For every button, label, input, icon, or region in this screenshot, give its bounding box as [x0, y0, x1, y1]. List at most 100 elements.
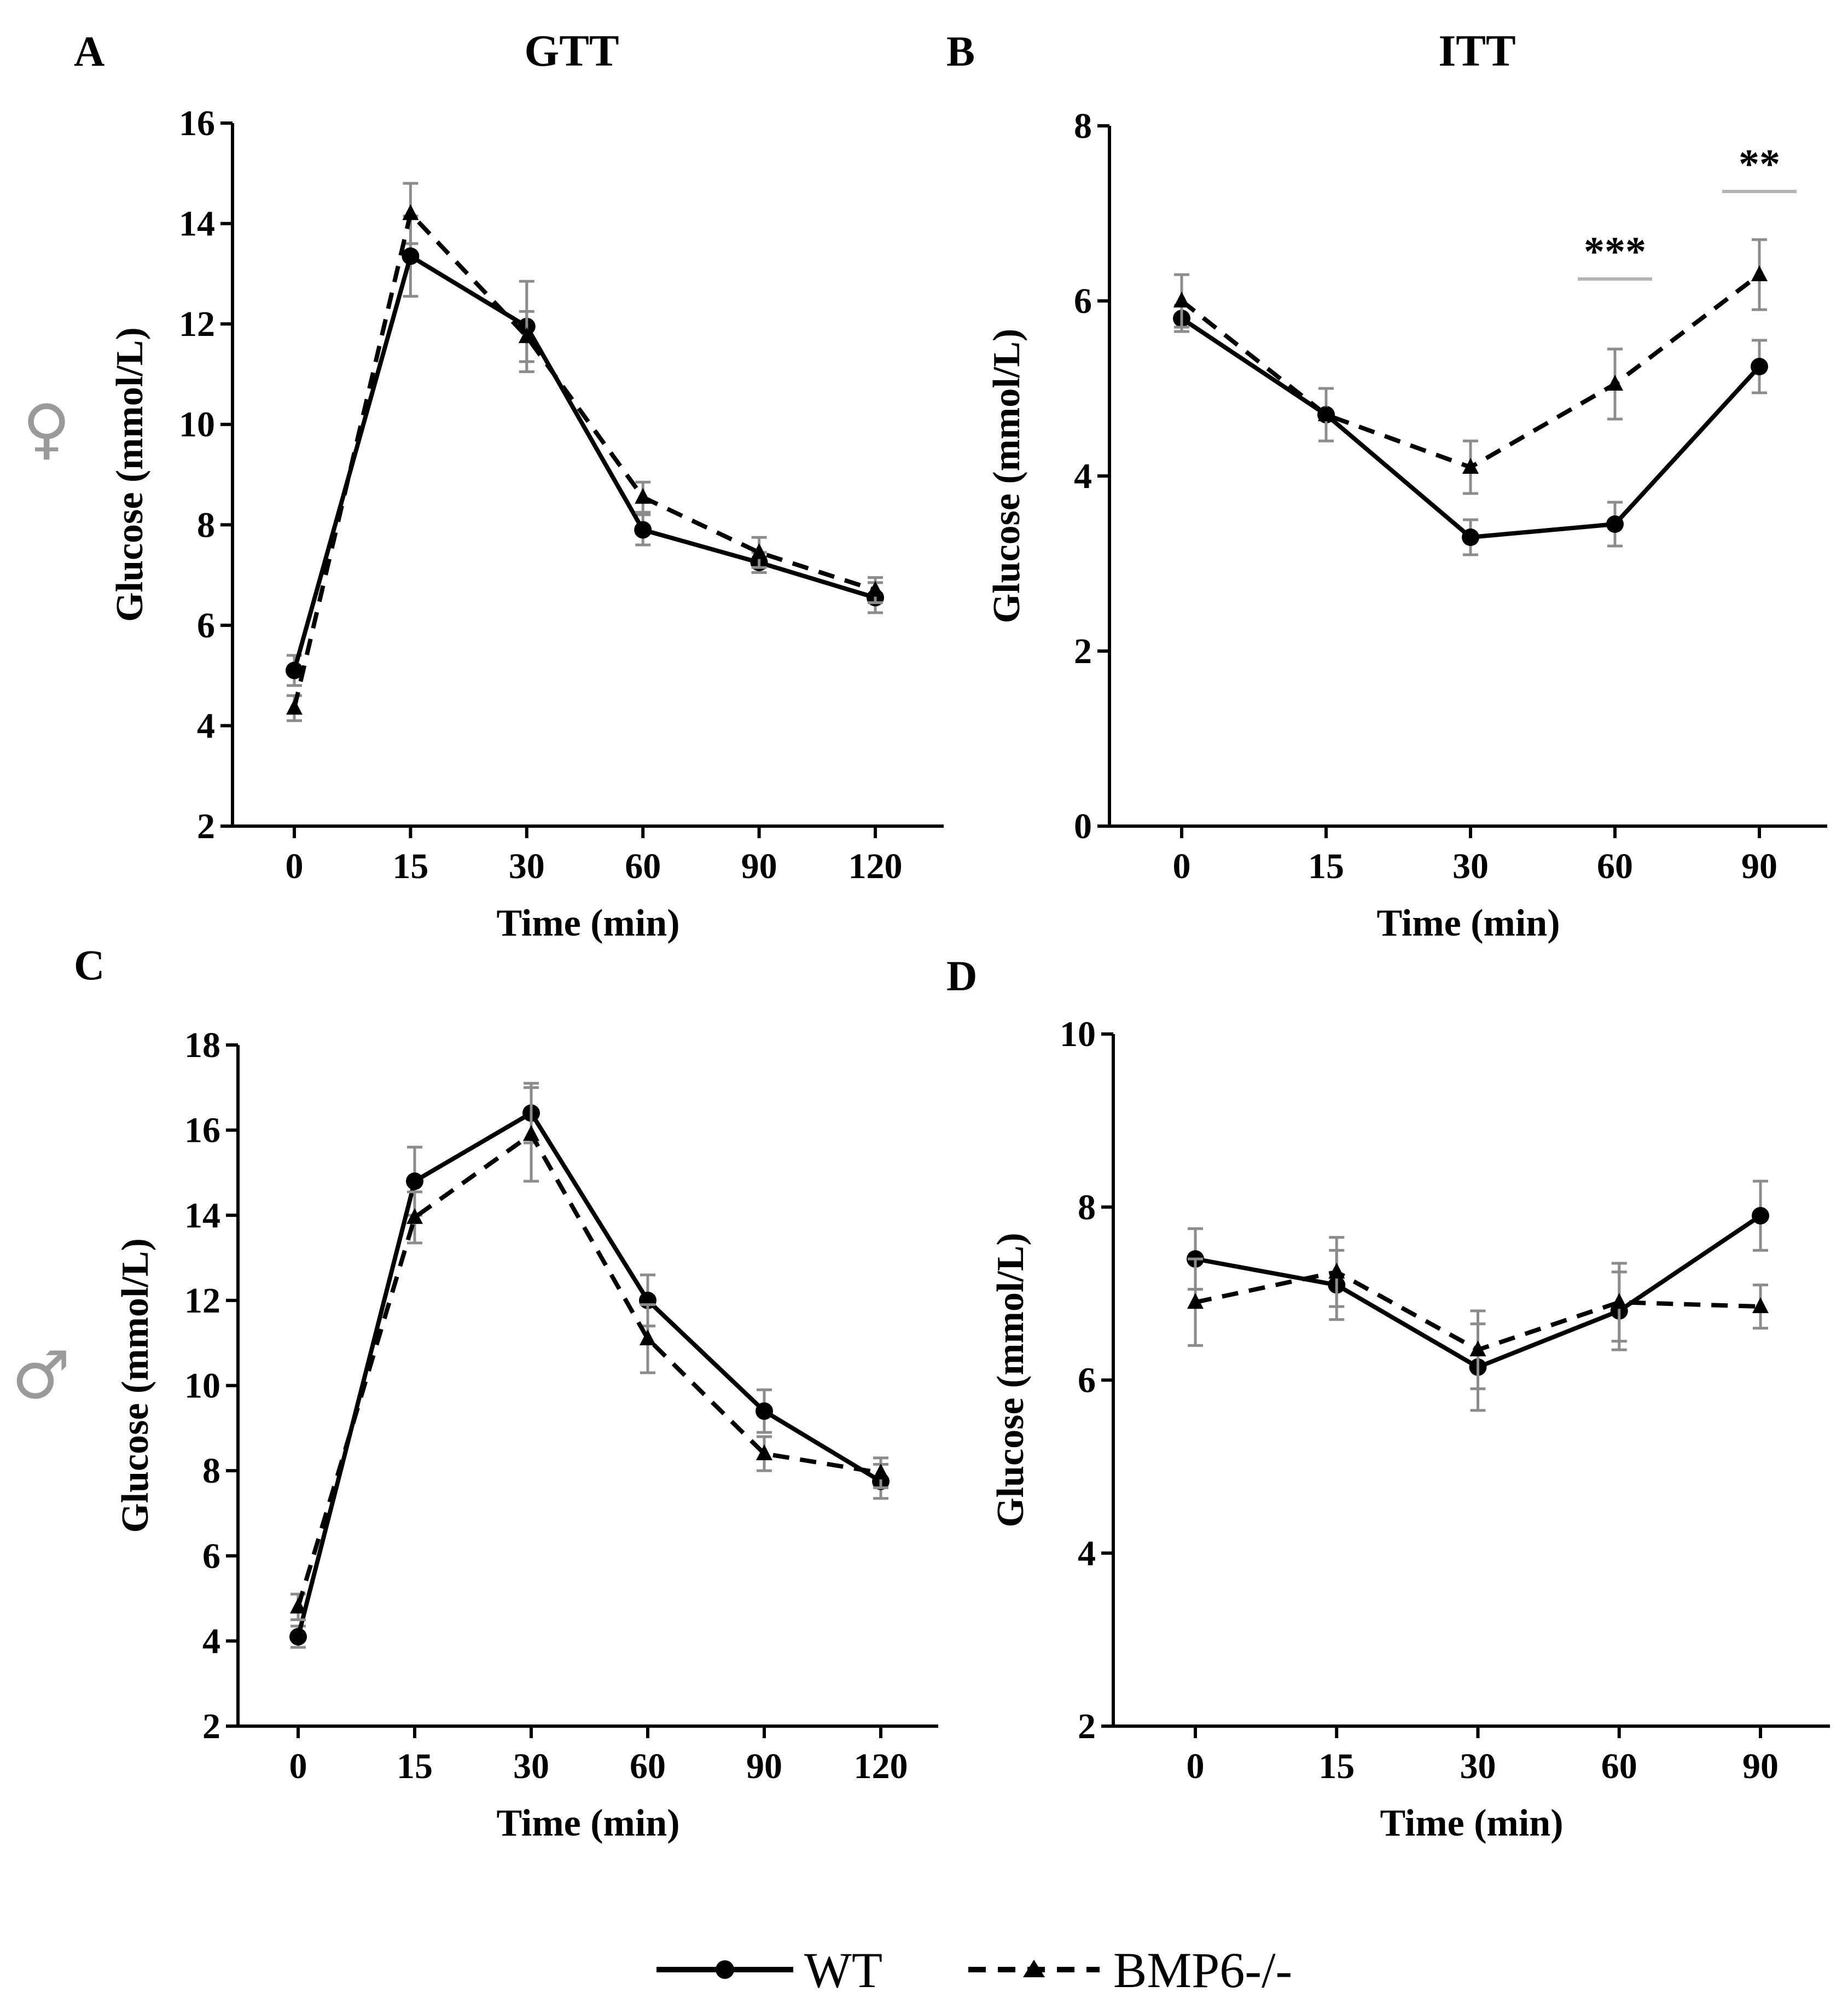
y-axis-title-a: Glucose (mmol/L) [109, 327, 151, 622]
female-symbol: ♀ [22, 391, 71, 467]
x-tick-label-a: 120 [849, 846, 903, 886]
series-wt-c [289, 1082, 890, 1649]
y-axis-title-c: Glucose (mmol/L) [114, 1238, 156, 1533]
series-wt-b [1173, 304, 1768, 556]
series-line-bmp6-c [296, 1131, 881, 1608]
x-tick-label-c: 60 [630, 1746, 666, 1786]
y-tick-label-a: 8 [197, 505, 215, 545]
y-tick-label-d: 4 [1078, 1534, 1096, 1573]
x-tick-label-d: 15 [1318, 1746, 1355, 1786]
x-tick-label-d: 0 [1187, 1746, 1205, 1786]
data-point-bmp6-d [1328, 1262, 1345, 1279]
panel-letter-b: B [946, 27, 975, 75]
data-point-bmp6-a [518, 327, 535, 344]
series-wt-a [286, 214, 884, 687]
x-tick-label-a: 0 [286, 846, 304, 886]
x-tick-label-a: 90 [741, 846, 777, 886]
y-tick-label-d: 6 [1078, 1361, 1096, 1401]
series-bmp6-b [1173, 238, 1768, 495]
y-tick-label-c: 12 [184, 1281, 220, 1321]
series-line-bmp6-b [1180, 272, 1761, 470]
data-point-bmp6-c [873, 1464, 889, 1480]
y-tick-label-b: 2 [1074, 631, 1092, 671]
data-point-wt-b [1606, 515, 1624, 533]
panel-c: C 2 4 6 8 10 12 14 16 18 0 15 30 60 90 120 Time (min) Glu… [74, 941, 938, 1844]
data-point-bmp6-a [635, 487, 652, 504]
y-tick-label-a: 12 [179, 304, 215, 344]
male-symbol: ♂ [11, 1338, 71, 1414]
x-tick-label-c: 120 [854, 1746, 908, 1786]
y-tick-label-d: 10 [1060, 1014, 1096, 1054]
legend-bmp6-label: BMP6-/- [1113, 1942, 1292, 1998]
panel-letter-a: A [74, 27, 104, 75]
data-point-bmp6-a [286, 699, 303, 715]
panel-d: D 2 4 6 8 10 0 15 30 60 90 Time (min) Glucose (mmol/… [946, 952, 1830, 1844]
data-point-bmp6-b [1173, 292, 1190, 307]
y-tick-label-d: 2 [1078, 1706, 1096, 1746]
data-point-wt-a [402, 247, 420, 265]
series-bmp6-a [286, 182, 884, 722]
x-tick-label-a: 15 [392, 846, 428, 886]
y-tick-label-c: 18 [184, 1025, 220, 1065]
data-point-bmp6-d [1752, 1297, 1769, 1314]
y-axis-title-d: Glucose (mmol/L) [990, 1233, 1032, 1528]
x-tick-label-b: 0 [1173, 846, 1191, 886]
significance-label-b: ** [1739, 141, 1780, 187]
y-tick-label-c: 6 [202, 1536, 220, 1576]
y-tick-label-b: 8 [1074, 106, 1092, 146]
series-line-wt-c [296, 1110, 882, 1637]
y-axis-title-b: Glucose (mmol/L) [986, 329, 1028, 624]
x-tick-label-c: 30 [513, 1746, 549, 1786]
data-point-bmp6-d [1611, 1293, 1628, 1309]
y-tick-label-a: 16 [179, 103, 215, 143]
x-tick-label-d: 90 [1742, 1746, 1779, 1786]
data-point-wt-a [634, 521, 652, 539]
data-point-bmp6-c [290, 1598, 306, 1614]
x-tick-label-b: 30 [1452, 846, 1489, 886]
legend: WT BMP6-/- [656, 1942, 1292, 1998]
series-bmp6-d [1187, 1236, 1769, 1390]
data-point-wt-d [1752, 1207, 1769, 1225]
panel-b: B ITT 0 2 4 6 8 0 15 30 60 90 Time (min) Glucose (mmo… [946, 26, 1827, 944]
data-point-bmp6-c [523, 1125, 539, 1141]
data-point-wt-c [406, 1172, 423, 1190]
x-tick-label-d: 60 [1601, 1746, 1637, 1786]
data-point-bmp6-d [1469, 1340, 1486, 1357]
y-tick-label-c: 16 [184, 1111, 220, 1151]
x-tick-label-d: 30 [1460, 1746, 1496, 1786]
panel-title-a: GTT [524, 26, 619, 76]
y-tick-label-c: 14 [184, 1195, 220, 1235]
data-point-wt-b [1462, 529, 1479, 546]
x-axis-title-c: Time (min) [496, 1802, 679, 1844]
x-tick-label-c: 15 [397, 1746, 433, 1786]
x-tick-label-b: 60 [1597, 846, 1633, 886]
y-tick-label-b: 4 [1074, 456, 1092, 496]
x-axis-title-d: Time (min) [1380, 1802, 1563, 1844]
x-tick-label-a: 30 [509, 846, 545, 886]
data-point-bmp6-c [756, 1444, 772, 1460]
x-tick-label-a: 60 [625, 846, 661, 886]
data-point-bmp6-a [402, 204, 419, 220]
x-tick-label-b: 15 [1308, 846, 1344, 886]
panel-letter-c: C [74, 941, 104, 989]
data-point-bmp6-b [1462, 458, 1479, 474]
series-bmp6-c [290, 1086, 889, 1621]
data-point-bmp6-d [1187, 1293, 1204, 1309]
x-axis-title-a: Time (min) [496, 902, 679, 944]
data-point-bmp6-b [1607, 375, 1623, 391]
data-point-wt-c [289, 1628, 307, 1646]
legend-wt-label: WT [804, 1942, 882, 1998]
y-tick-label-a: 2 [197, 806, 215, 846]
legend-wt-marker [716, 1960, 734, 1979]
data-point-bmp6-b [1751, 265, 1768, 281]
x-axis-title-b: Time (min) [1376, 902, 1560, 944]
data-point-bmp6-b [1318, 405, 1334, 421]
series-line-bmp6-a [292, 209, 876, 709]
y-tick-label-a: 10 [179, 405, 215, 445]
data-point-wt-c [756, 1402, 773, 1420]
data-point-bmp6-c [640, 1329, 656, 1345]
legend-item-wt: WT [656, 1942, 882, 1998]
significance-label-b: *** [1584, 229, 1646, 275]
y-tick-label-c: 4 [202, 1621, 220, 1661]
